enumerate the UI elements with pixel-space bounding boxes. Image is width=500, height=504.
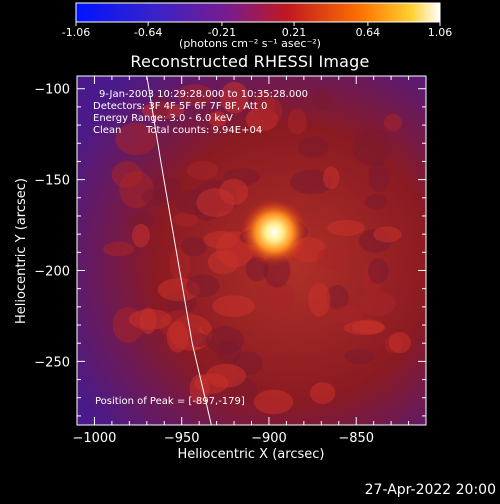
colorbar-frame: [75, 2, 441, 23]
heatmap-texture: [102, 81, 411, 415]
texture-blotch: [312, 88, 332, 111]
texture-blotch: [365, 194, 388, 210]
texture-blotch: [289, 169, 334, 195]
colorbar-tick-label: 0.21: [282, 26, 307, 39]
texture-blotch: [102, 241, 135, 257]
texture-blotch: [287, 109, 307, 135]
y-tick-label: −150: [34, 174, 70, 189]
texture-blotch: [253, 389, 294, 415]
texture-blotch: [176, 84, 214, 106]
texture-blotch: [352, 127, 393, 166]
peak-source: [240, 198, 309, 267]
texture-blotch: [323, 166, 340, 190]
axis-ticks: −1000 −950 −900 −850 −100 −150 −200 −250: [34, 76, 426, 446]
annotation-energy: Energy Range: 3.0 - 6.0 keV: [93, 113, 233, 124]
colorbar-tick-label: -1.06: [62, 26, 90, 39]
colorbar-tick-label: 0.64: [356, 26, 381, 39]
texture-blotch: [208, 111, 227, 127]
texture-blotch: [368, 161, 390, 193]
texture-blotch: [388, 331, 411, 354]
texture-blotch: [186, 160, 219, 180]
texture-blotch: [152, 93, 169, 121]
texture-blotch: [308, 282, 331, 317]
colorbar: [76, 3, 440, 22]
observation-annotations: 9-Jan-2003 10:29:28.000 to 10:35:28.000 …: [93, 89, 308, 136]
texture-blotch: [115, 122, 158, 155]
colorbar-tick-label: 1.06: [428, 26, 453, 39]
heatmap-image: [77, 76, 426, 425]
texture-blotch: [344, 348, 375, 365]
x-tick-label: −900: [251, 431, 287, 446]
y-tick-label: −200: [34, 264, 70, 279]
texture-blotch: [166, 321, 189, 353]
annotation-total-counts: Total counts: 9.94E+04: [145, 125, 262, 136]
solar-limb-line: [146, 76, 212, 425]
x-tick-label: −850: [338, 431, 374, 446]
texture-blotch: [383, 113, 403, 132]
texture-blotch: [127, 213, 155, 228]
texture-blotch: [219, 178, 249, 206]
texture-blotch: [343, 320, 386, 336]
footer-date: 27-Apr-2022 20:00: [364, 482, 496, 498]
texture-blotch: [141, 188, 167, 206]
texture-blotch: [205, 326, 245, 355]
texture-blotch: [212, 295, 256, 317]
x-tick-label: −950: [164, 431, 200, 446]
annotation-time-range: 9-Jan-2003 10:29:28.000 to 10:35:28.000: [99, 89, 308, 100]
texture-blotch: [169, 248, 190, 281]
annotation-detectors: Detectors: 3F 4F 5F 6F 7F 8F, Att 0: [93, 101, 267, 112]
texture-blotch: [276, 292, 296, 307]
y-tick-label: −250: [34, 355, 70, 370]
texture-blotch: [180, 236, 207, 257]
colorbar-units-label: (photons cm⁻² s⁻¹ asec⁻²): [179, 37, 321, 50]
texture-blotch: [261, 98, 283, 125]
peak-position-label: Position of Peak = [-897,-179]: [95, 396, 245, 407]
texture-blotch: [326, 284, 349, 310]
x-axis-label: Heliocentric X (arcsec): [178, 447, 325, 462]
texture-blotch: [373, 226, 402, 243]
x-tick-label: −1000: [72, 431, 116, 446]
texture-blotch: [128, 309, 172, 330]
texture-blotch: [310, 382, 336, 405]
colorbar-ticks: -1.06 -0.64 -0.21 0.21 0.64 1.06: [62, 22, 452, 39]
y-axis-label: Heliocentric Y (arcsec): [14, 178, 29, 324]
annotation-clean: Clean: [93, 125, 121, 136]
texture-blotch: [316, 246, 350, 271]
texture-blotch: [330, 305, 364, 323]
texture-blotch: [203, 230, 238, 249]
y-tick-label: −100: [34, 83, 70, 98]
texture-blotch: [205, 363, 247, 388]
colorbar-tick-label: -0.64: [134, 26, 162, 39]
texture-blotch: [132, 223, 150, 248]
texture-blotch: [111, 161, 143, 188]
texture-blotch: [297, 136, 329, 159]
texture-blotch: [327, 219, 365, 236]
texture-blotch: [358, 290, 396, 316]
chart-title: Reconstructed RHESSI Image: [130, 52, 370, 71]
texture-blotch: [220, 81, 249, 114]
texture-blotch: [172, 212, 198, 227]
texture-blotch: [186, 274, 220, 298]
colorbar-tick-label: -0.21: [208, 26, 236, 39]
texture-blotch: [367, 258, 389, 285]
